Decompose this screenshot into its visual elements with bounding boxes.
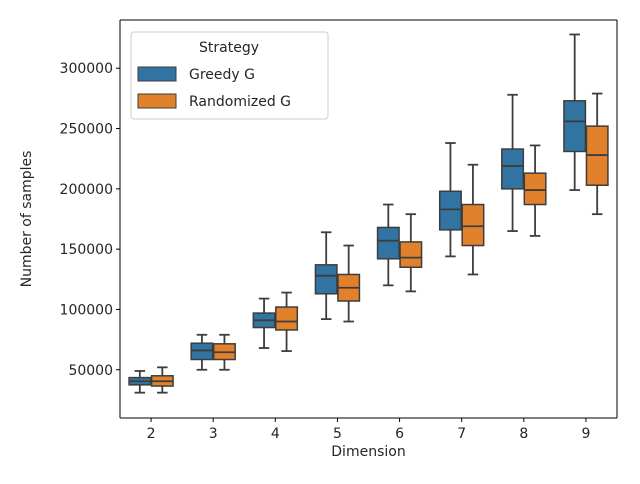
box-greedy-g-dim-2 — [128, 370, 152, 394]
box-randomized-g-dim-9 — [585, 92, 609, 216]
legend-swatch-greedy — [137, 66, 177, 82]
y-tick-label: 150000 — [60, 242, 113, 258]
x-tick-label: 6 — [395, 426, 404, 442]
box-randomized-g-dim-7 — [461, 163, 485, 276]
box-greedy-g-dim-5 — [314, 231, 338, 321]
box-greedy-g-dim-6 — [376, 203, 400, 287]
plot-layer — [128, 33, 609, 394]
x-axis-label: Dimension — [331, 444, 405, 460]
x-tick-label: 2 — [147, 426, 156, 442]
box-randomized-g-dim-6 — [399, 213, 423, 293]
box-randomized-g-dim-4 — [275, 291, 299, 352]
box-randomized-g-dim-3 — [212, 333, 236, 371]
box-iqr — [314, 264, 338, 295]
box-greedy-g-dim-7 — [438, 142, 462, 258]
box-randomized-g-dim-5 — [337, 244, 361, 323]
box-randomized-g-dim-8 — [523, 144, 547, 237]
y-tick-label: 200000 — [60, 182, 113, 198]
box-randomized-g-dim-2 — [150, 366, 174, 394]
box-greedy-g-dim-4 — [252, 297, 276, 349]
x-tick-label: 4 — [271, 426, 280, 442]
box-iqr — [461, 203, 485, 247]
box-iqr — [376, 226, 400, 260]
box-greedy-g-dim-9 — [563, 33, 587, 191]
x-tick-label: 3 — [209, 426, 218, 442]
legend-label-randomized: Randomized G — [189, 94, 291, 110]
box-iqr — [399, 241, 423, 268]
box-iqr — [563, 100, 587, 153]
box-greedy-g-dim-3 — [190, 333, 214, 371]
legend-frame — [130, 31, 329, 120]
legend-swatch-randomized — [137, 93, 177, 109]
x-tick-label: 9 — [581, 426, 590, 442]
box-iqr — [501, 148, 525, 190]
box-iqr — [190, 342, 214, 361]
y-tick-label: 100000 — [60, 302, 113, 318]
y-tick-label: 250000 — [60, 122, 113, 138]
legend-label-greedy: Greedy G — [189, 67, 255, 83]
box-greedy-g-dim-8 — [501, 93, 525, 232]
y-tick-label: 300000 — [60, 61, 113, 77]
legend: Strategy Greedy G Randomized G — [130, 31, 329, 120]
x-tick-label: 7 — [457, 426, 466, 442]
x-tick-label: 8 — [519, 426, 528, 442]
box-iqr — [275, 306, 299, 331]
box-iqr — [523, 172, 547, 206]
box-iqr — [438, 190, 462, 231]
axis-layer: 50000 100000 150000 200000 250000 300000 2 3 4 5 6… — [60, 19, 618, 442]
legend-title: Strategy — [199, 40, 259, 56]
x-tick-label: 5 — [333, 426, 342, 442]
y-tick-label: 50000 — [68, 363, 113, 379]
y-axis-label: Number of samples — [19, 151, 35, 288]
